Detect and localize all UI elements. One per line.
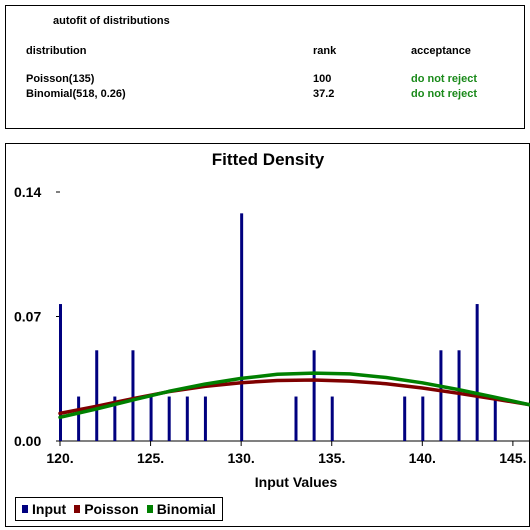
- fit-row-rank: 100: [313, 73, 332, 85]
- bar-input: [439, 350, 443, 441]
- chart-legend: Input Poisson Binomial: [15, 497, 223, 521]
- fit-row-distribution: Poisson(135): [26, 73, 95, 85]
- x-tick-label: 120.: [46, 450, 73, 466]
- autofit-title: autofit of distributions: [53, 15, 170, 27]
- legend-label-input: Input: [32, 501, 67, 517]
- bar-input: [240, 213, 244, 441]
- autofit-panel: autofit of distributions distribution ra…: [5, 5, 525, 129]
- legend-label-poisson: Poisson: [84, 501, 139, 517]
- chart-title: Fitted Density: [212, 150, 325, 169]
- fit-row-rank: 37.2: [313, 88, 335, 100]
- bar-input: [475, 304, 479, 441]
- x-axis-label: Input Values: [255, 474, 338, 490]
- bar-input: [131, 350, 135, 441]
- bar-input: [403, 396, 407, 441]
- bar-input: [294, 396, 298, 441]
- legend-swatch-binomial: [146, 505, 153, 513]
- bar-input: [77, 396, 81, 441]
- fit-row-distribution: Binomial(518, 0.26): [26, 88, 126, 100]
- x-tick-label: 130.: [228, 450, 255, 466]
- header-acceptance: acceptance: [411, 45, 471, 57]
- bar-input: [493, 396, 497, 441]
- y-tick-label: 0.07: [14, 309, 41, 325]
- bar-input: [421, 396, 425, 441]
- fit-row-acceptance: do not reject: [411, 88, 478, 100]
- legend-item-poisson: Poisson: [74, 501, 139, 517]
- bar-input: [167, 396, 171, 441]
- legend-swatch-poisson: [74, 505, 81, 513]
- bar-input: [149, 396, 153, 441]
- header-rank: rank: [313, 45, 337, 57]
- bar-input: [330, 396, 334, 441]
- bar-input: [95, 350, 99, 441]
- bar-input: [457, 350, 461, 441]
- x-tick-label: 135.: [318, 450, 345, 466]
- y-tick-label: 0.14: [14, 184, 41, 200]
- bar-input: [59, 304, 62, 441]
- y-tick-label: 0.00: [14, 433, 41, 449]
- fitted-density-panel: Fitted Density Input Values 0.00 0.07 0.14 12…: [5, 143, 530, 527]
- x-tick-label: 140.: [409, 450, 436, 466]
- x-tick-label: 125.: [137, 450, 164, 466]
- fit-row-acceptance: do not reject: [411, 73, 478, 85]
- legend-item-input: Input: [22, 501, 66, 517]
- bar-input: [203, 396, 207, 441]
- bar-input: [185, 396, 189, 441]
- bar-input: [113, 396, 117, 441]
- bar-input: [312, 350, 316, 441]
- legend-item-binomial: Binomial: [146, 501, 216, 517]
- legend-swatch-input: [22, 505, 28, 513]
- legend-label-binomial: Binomial: [156, 501, 216, 517]
- header-distribution: distribution: [26, 45, 87, 57]
- x-tick-label: 145.: [499, 450, 526, 466]
- fitted-density-chart: Fitted Density Input Values 0.00 0.07 0.14 12…: [14, 150, 530, 490]
- line-binomial: [58, 371, 530, 420]
